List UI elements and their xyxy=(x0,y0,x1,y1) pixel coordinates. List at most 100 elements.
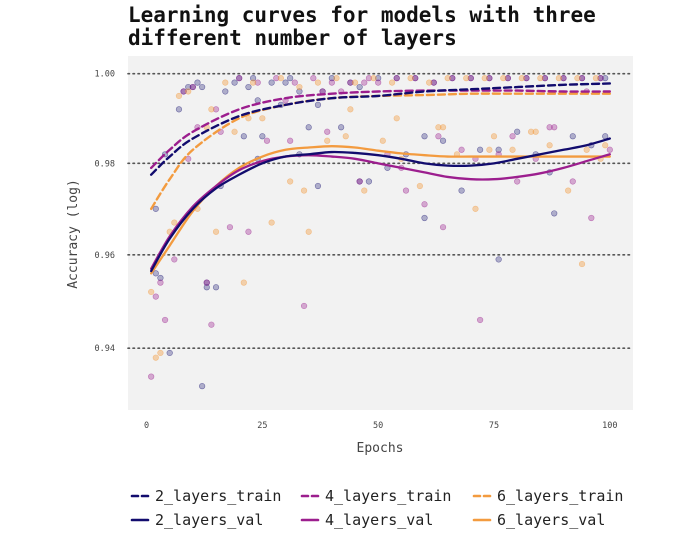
scatter-point-4_layers xyxy=(300,302,308,310)
scatter-point-2_layers xyxy=(365,178,373,185)
scatter-point-4_layers xyxy=(236,75,243,82)
scatter-point-2_layers xyxy=(157,274,164,282)
scatter-point-2_layers xyxy=(495,146,502,153)
scatter-point-2_layers xyxy=(287,75,294,82)
scatter-point-6_layers xyxy=(305,228,312,235)
scatter-point-6_layers xyxy=(500,75,507,82)
legend: 2_layers_train 2_layers_val 4_layers_train… xyxy=(130,487,623,529)
x-tick-label: 50 xyxy=(373,421,383,431)
legend-label-2_layers_train: 2_layers_train xyxy=(155,487,281,505)
scatter-point-4_layers xyxy=(226,224,234,231)
scatter-point-2_layers xyxy=(375,75,382,82)
scatter-point-4_layers xyxy=(180,88,187,95)
scatter-point-2_layers xyxy=(305,124,312,131)
legend-label-6_layers_val: 6_layers_val xyxy=(497,511,605,529)
scatter-point-2_layers xyxy=(477,146,484,153)
scatter-point-2_layers xyxy=(314,101,322,108)
scatter-point-4_layers xyxy=(467,75,474,82)
scatter-point-6_layers xyxy=(171,219,178,226)
scatter-point-2_layers xyxy=(458,187,465,194)
scatter-point-6_layers xyxy=(277,75,284,82)
scatter-point-2_layers xyxy=(551,210,558,217)
y-tick-label: 1.00 xyxy=(95,70,115,80)
scatter-point-4_layers xyxy=(509,133,516,140)
scatter-point-6_layers xyxy=(481,75,488,82)
plot-background xyxy=(128,56,633,410)
scatter-point-6_layers xyxy=(157,349,164,357)
scatter-point-2_layers xyxy=(356,83,363,91)
scatter-point-6_layers xyxy=(490,133,498,140)
scatter-point-2_layers xyxy=(338,124,345,131)
scatter-point-4_layers xyxy=(291,79,298,86)
scatter-point-6_layers xyxy=(208,106,215,113)
scatter-point-6_layers xyxy=(537,75,544,82)
scatter-point-2_layers xyxy=(194,79,201,86)
scatter-point-6_layers xyxy=(509,146,516,153)
x-axis-ticks: 0 25 50 75 100 xyxy=(144,421,618,431)
scatter-point-2_layers xyxy=(282,79,289,86)
scatter-point-6_layers xyxy=(407,75,414,82)
scatter-point-6_layers xyxy=(222,79,229,86)
scatter-point-4_layers xyxy=(560,75,567,82)
scatter-point-2_layers xyxy=(249,75,257,82)
scatter-point-6_layers xyxy=(351,79,359,86)
scatter-point-2_layers xyxy=(152,205,159,212)
scatter-point-4_layers xyxy=(375,79,382,86)
scatter-point-4_layers xyxy=(208,321,215,328)
scatter-point-6_layers xyxy=(152,354,159,361)
scatter-point-2_layers xyxy=(296,88,303,95)
y-axis-ticks: 0.94 0.96 0.98 1.00 xyxy=(95,70,115,355)
scatter-point-6_layers xyxy=(231,128,238,135)
scatter-point-4_layers xyxy=(597,75,604,82)
scatter-point-4_layers xyxy=(189,83,196,91)
scatter-point-2_layers xyxy=(314,182,322,190)
y-tick-label: 0.94 xyxy=(95,344,115,354)
scatter-point-6_layers xyxy=(259,115,266,122)
scatter-point-6_layers xyxy=(518,75,525,82)
y-axis-label: Accuracy (log) xyxy=(66,179,81,289)
legend-label-4_layers_val: 4_layers_val xyxy=(325,511,433,529)
scatter-point-6_layers xyxy=(578,260,586,268)
scatter-point-2_layers xyxy=(240,133,247,140)
x-tick-label: 100 xyxy=(602,421,617,431)
scatter-point-6_layers xyxy=(592,75,600,82)
y-tick-label: 0.96 xyxy=(95,251,115,261)
chart-title-line-1: Learning curves for models with three xyxy=(128,3,596,27)
scatter-point-6_layers xyxy=(296,83,303,91)
scatter-point-4_layers xyxy=(546,124,553,131)
scatter-point-6_layers xyxy=(212,228,220,235)
scatter-point-6_layers xyxy=(175,92,183,100)
scatter-point-4_layers xyxy=(356,178,363,185)
scatter-point-4_layers xyxy=(203,279,210,286)
scatter-point-2_layers xyxy=(175,106,183,113)
scatter-point-4_layers xyxy=(347,79,354,86)
scatter-point-6_layers xyxy=(268,219,275,226)
scatter-point-2_layers xyxy=(421,214,428,222)
scatter-point-4_layers xyxy=(245,228,252,235)
scatter-point-4_layers xyxy=(287,137,294,144)
scatter-point-4_layers xyxy=(171,256,178,263)
scatter-point-4_layers xyxy=(588,214,595,222)
scatter-point-2_layers xyxy=(602,75,609,82)
scatter-point-4_layers xyxy=(578,75,586,82)
scatter-point-4_layers xyxy=(324,128,331,135)
scatter-point-4_layers xyxy=(254,79,261,86)
scatter-point-4_layers xyxy=(412,75,419,82)
scatter-point-4_layers xyxy=(435,133,442,140)
scatter-point-6_layers xyxy=(426,79,433,86)
scatter-point-6_layers xyxy=(342,133,349,140)
line-2_layers_train xyxy=(149,82,612,176)
scatter-point-4_layers xyxy=(514,178,521,185)
scatter-point-6_layers xyxy=(388,79,396,86)
scatter-point-4_layers xyxy=(263,137,271,144)
scatter-point-6_layers xyxy=(416,182,423,190)
scatter-point-2_layers xyxy=(268,79,275,86)
scatter-point-6_layers xyxy=(314,79,322,86)
series-lines xyxy=(149,82,612,275)
scatter-point-4_layers xyxy=(523,75,530,82)
x-tick-label: 25 xyxy=(257,421,267,431)
scatter-point-6_layers xyxy=(324,137,331,144)
scatter-point-4_layers xyxy=(212,106,220,113)
scatter-point-6_layers xyxy=(565,187,572,194)
